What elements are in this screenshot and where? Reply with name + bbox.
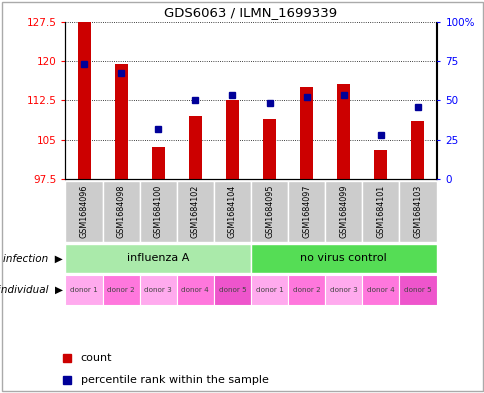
Text: GSM1684101: GSM1684101 xyxy=(376,185,385,238)
Text: infection  ▶: infection ▶ xyxy=(3,253,63,263)
Bar xyxy=(226,100,239,179)
Text: individual  ▶: individual ▶ xyxy=(0,285,63,295)
Bar xyxy=(399,275,436,305)
Text: GSM1684103: GSM1684103 xyxy=(412,185,422,238)
Text: percentile rank within the sample: percentile rank within the sample xyxy=(80,375,268,385)
Bar xyxy=(399,181,436,242)
Bar xyxy=(114,64,127,179)
Text: GSM1684099: GSM1684099 xyxy=(338,184,348,238)
Bar xyxy=(176,181,213,242)
Bar xyxy=(65,275,102,305)
Bar xyxy=(362,275,399,305)
Text: donor 2: donor 2 xyxy=(292,287,320,293)
Bar xyxy=(102,275,139,305)
Bar xyxy=(213,181,251,242)
Bar xyxy=(65,244,251,273)
Bar xyxy=(324,181,362,242)
Text: GSM1684095: GSM1684095 xyxy=(264,184,273,238)
Text: count: count xyxy=(80,353,112,363)
Text: donor 2: donor 2 xyxy=(107,287,135,293)
Bar xyxy=(374,150,387,179)
Text: donor 1: donor 1 xyxy=(70,287,98,293)
Text: GSM1684096: GSM1684096 xyxy=(79,185,89,238)
Text: GSM1684104: GSM1684104 xyxy=(227,185,237,238)
Text: donor 3: donor 3 xyxy=(329,287,357,293)
Bar xyxy=(324,275,362,305)
Text: no virus control: no virus control xyxy=(300,253,386,263)
Text: GSM1684102: GSM1684102 xyxy=(190,185,199,238)
Bar xyxy=(300,87,313,179)
Text: donor 3: donor 3 xyxy=(144,287,172,293)
Text: donor 1: donor 1 xyxy=(255,287,283,293)
Text: donor 4: donor 4 xyxy=(366,287,394,293)
Bar xyxy=(287,275,324,305)
Bar xyxy=(213,275,251,305)
Bar xyxy=(251,275,287,305)
Bar xyxy=(102,181,139,242)
Text: influenza A: influenza A xyxy=(127,253,189,263)
Text: GSM1684098: GSM1684098 xyxy=(116,185,125,238)
Bar xyxy=(139,181,176,242)
Text: donor 4: donor 4 xyxy=(181,287,209,293)
Bar xyxy=(151,147,165,179)
Bar xyxy=(362,181,399,242)
Title: GDS6063 / ILMN_1699339: GDS6063 / ILMN_1699339 xyxy=(164,6,337,19)
Bar xyxy=(262,119,275,179)
Bar xyxy=(65,181,102,242)
Bar xyxy=(251,244,436,273)
Bar xyxy=(139,275,176,305)
Text: GSM1684100: GSM1684100 xyxy=(153,185,163,238)
Text: GSM1684097: GSM1684097 xyxy=(302,184,311,238)
Bar xyxy=(336,84,349,179)
Bar xyxy=(176,275,213,305)
Text: donor 5: donor 5 xyxy=(218,287,246,293)
Bar xyxy=(287,181,324,242)
Bar xyxy=(251,181,287,242)
Bar xyxy=(188,116,201,179)
Text: donor 5: donor 5 xyxy=(403,287,431,293)
Bar xyxy=(77,22,91,179)
Bar xyxy=(410,121,424,179)
